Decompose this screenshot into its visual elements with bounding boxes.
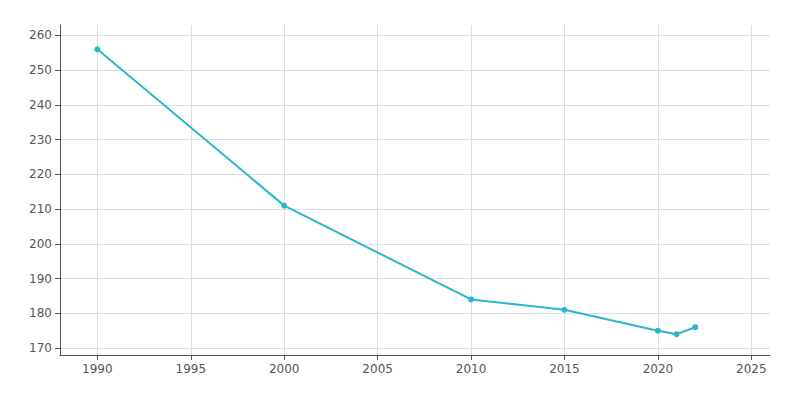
svg-text:230: 230 xyxy=(29,133,52,147)
svg-text:220: 220 xyxy=(29,167,52,181)
svg-text:240: 240 xyxy=(29,98,52,112)
svg-text:190: 190 xyxy=(29,272,52,286)
svg-text:2015: 2015 xyxy=(549,362,580,376)
svg-text:1995: 1995 xyxy=(176,362,207,376)
svg-text:2020: 2020 xyxy=(643,362,674,376)
svg-text:2025: 2025 xyxy=(736,362,767,376)
svg-text:200: 200 xyxy=(29,237,52,251)
svg-text:170: 170 xyxy=(29,341,52,355)
svg-text:250: 250 xyxy=(29,63,52,77)
svg-text:260: 260 xyxy=(29,28,52,42)
svg-text:2010: 2010 xyxy=(456,362,487,376)
svg-text:2005: 2005 xyxy=(362,362,393,376)
svg-text:180: 180 xyxy=(29,306,52,320)
svg-text:1990: 1990 xyxy=(82,362,113,376)
svg-text:2000: 2000 xyxy=(269,362,300,376)
svg-text:210: 210 xyxy=(29,202,52,216)
